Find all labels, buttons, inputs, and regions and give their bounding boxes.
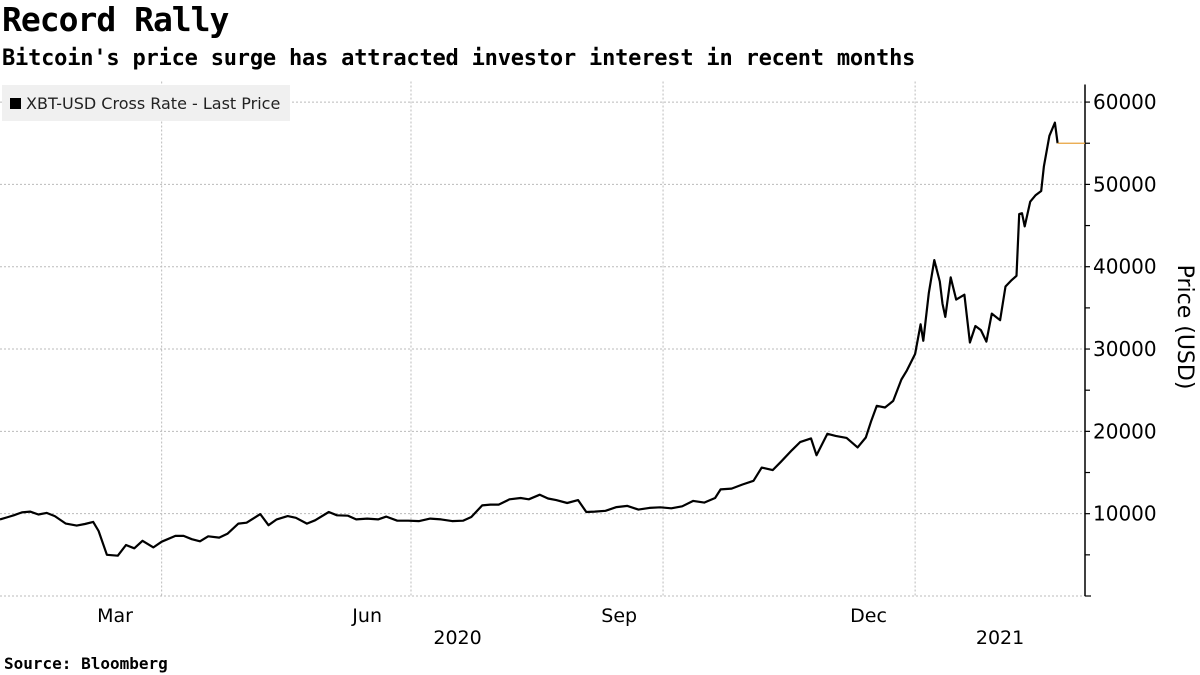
y-axis-title: Price (USD) [1172, 265, 1197, 390]
price-line [0, 121, 1059, 557]
series-layer [0, 121, 1085, 557]
x-year-label: 2020 [433, 627, 481, 649]
y-axis: 10000 20000 30000 40000 50000 60000 [1084, 84, 1157, 597]
y-tick-label: 30000 [1093, 337, 1157, 361]
x-year-label: 2021 [976, 627, 1024, 649]
y-tick-label: 60000 [1093, 90, 1157, 114]
x-tick-label: Jun [351, 605, 382, 627]
x-axis-labels: Mar Jun Sep Dec 2020 2021 [97, 605, 1024, 649]
legend-label: XBT-USD Cross Rate - Last Price [26, 93, 281, 113]
x-tick-label: Mar [97, 605, 133, 627]
legend: XBT-USD Cross Rate - Last Price [2, 85, 291, 121]
y-tick-label: 10000 [1093, 502, 1157, 526]
chart-title: Record Rally [2, 0, 229, 39]
y-tick-label: 20000 [1093, 419, 1157, 443]
y-tick-label: 50000 [1093, 172, 1157, 196]
source-note: Source: Bloomberg [4, 654, 168, 673]
y-tick-label: 40000 [1093, 255, 1157, 279]
chart-subtitle: Bitcoin's price surge has attracted inve… [2, 46, 916, 71]
x-tick-label: Dec [850, 605, 887, 627]
legend-swatch-icon [10, 97, 21, 109]
x-tick-label: Sep [601, 605, 637, 627]
